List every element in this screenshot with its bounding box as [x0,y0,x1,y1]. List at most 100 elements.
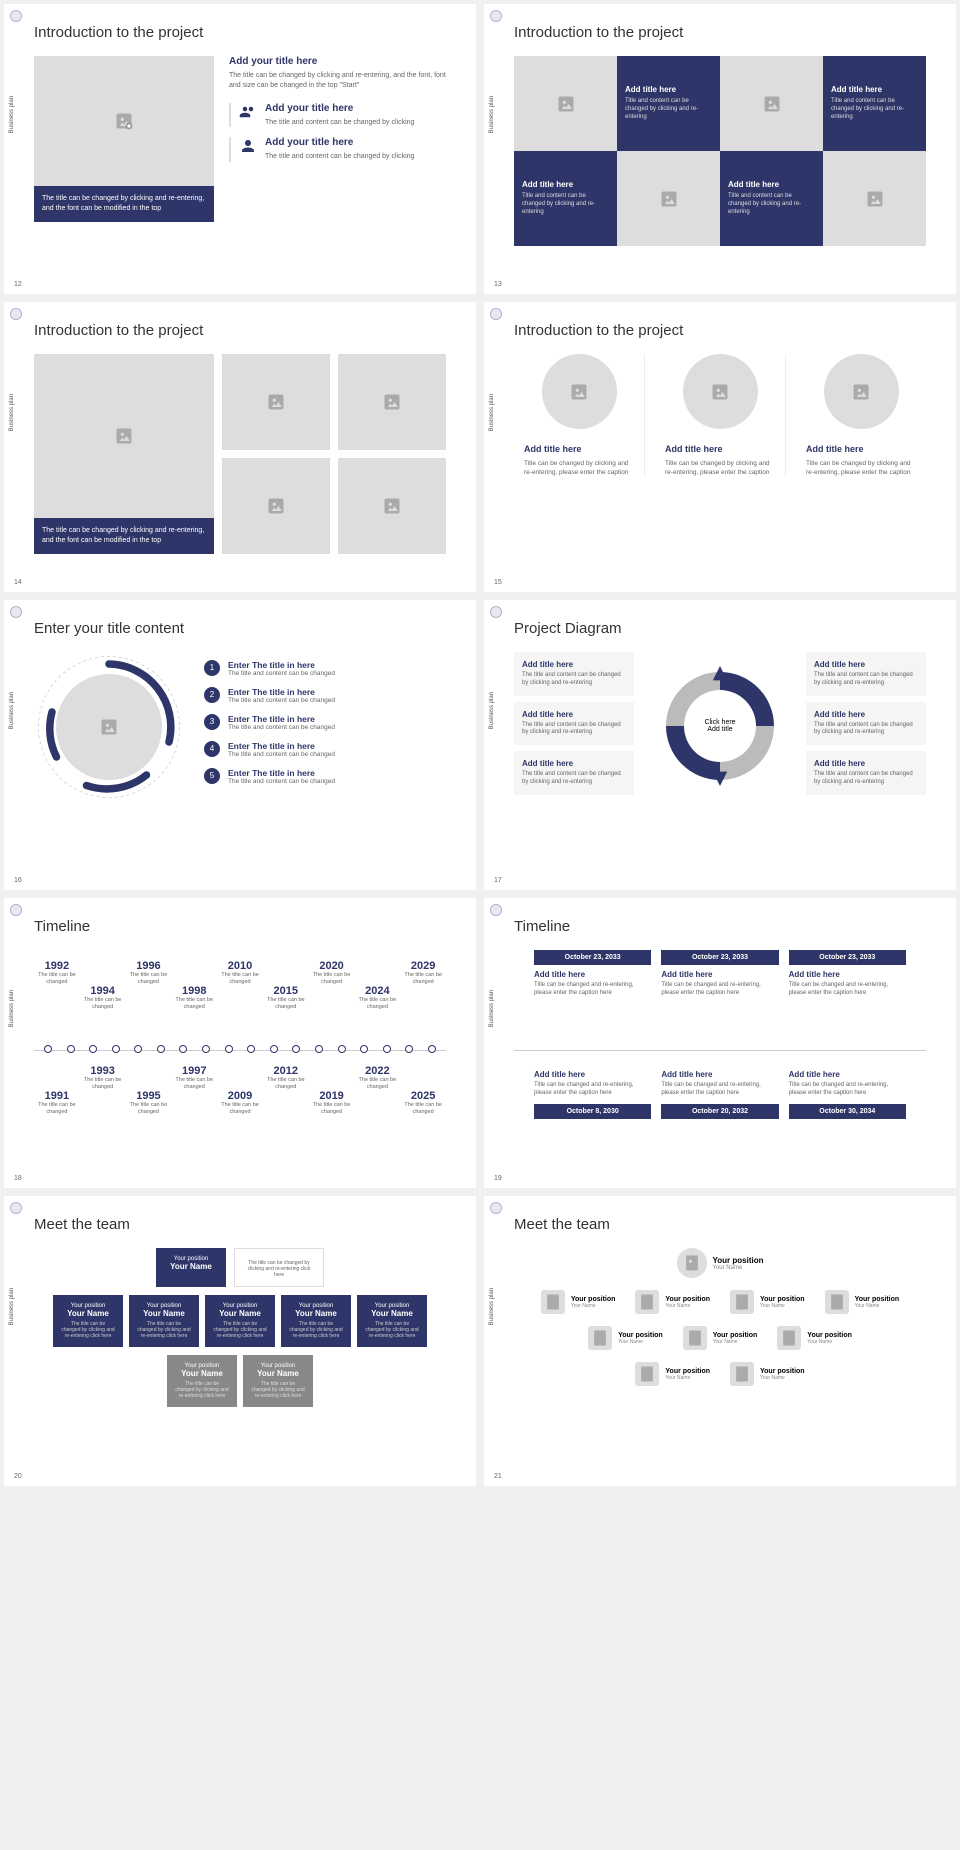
list-item: 5Enter The title in hereThe title and co… [204,768,446,785]
timeline-item: 1997The title can be changed [171,1060,217,1115]
logo-icon [10,10,22,22]
timeline-card: Add title hereTitle can be changed and r… [534,1065,651,1119]
org-node: Your positionYour Name [730,1362,805,1386]
org-node: Your positionYour Name [541,1290,616,1314]
timeline-card: October 23, 2033Add title hereTitle can … [789,950,906,998]
image-placeholder[interactable] [823,151,926,246]
text-cell: Add title hereTitle and content can be c… [720,151,823,246]
info-box: Add title hereThe title and content can … [806,702,926,746]
org-chart: Your positionYour Name The title can be … [34,1248,446,1407]
timeline-card: October 23, 2033Add title hereTitle can … [661,950,778,998]
slide-title: Introduction to the project [34,24,446,41]
info-box: Add title hereThe title and content can … [514,751,634,795]
avatar-placeholder[interactable] [730,1362,754,1386]
list-item: 3Enter The title in hereThe title and co… [204,714,446,731]
list-item: Add your title hereThe title and content… [229,103,446,128]
image-placeholder[interactable] [56,674,162,780]
image-placeholder[interactable] [338,354,446,450]
org-node: Your positionYour Name [683,1326,758,1350]
slide-13: Business plan Introduction to the projec… [484,4,956,294]
image-caption: The title can be changed by clicking and… [34,186,214,222]
avatar-placeholder[interactable] [635,1290,659,1314]
image-placeholder[interactable] [222,458,330,554]
image-placeholder[interactable] [514,56,617,151]
image-placeholder[interactable] [720,56,823,151]
org-node: Your positionYour NameThe title can be c… [357,1295,427,1347]
timeline-item: 1992The title can be changed [34,950,80,1045]
checkerboard-grid: Add title hereTitle and content can be c… [514,56,926,246]
timeline-card: Add title hereTitle can be changed and r… [661,1065,778,1119]
timeline-item: 1998The title can be changed [171,950,217,1045]
avatar-placeholder[interactable] [730,1290,754,1314]
image-placeholder[interactable] [683,354,758,429]
slide-number: 12 [14,281,22,288]
logo-icon [490,10,502,22]
timeline-item: 2025The title can be changed [400,1060,446,1115]
timeline-card: Add title hereTitle can be changed and r… [789,1065,906,1119]
timeline-item: 2010The title can be changed [217,950,263,1045]
image-placeholder[interactable] [542,354,617,429]
org-node: Your positionYour Name [635,1362,710,1386]
org-node: Your positionYour Name [777,1326,852,1350]
list-item: 2Enter The title in hereThe title and co… [204,687,446,704]
timeline: 1992The title can be changed1994The titl… [34,950,446,1150]
org-node: Your positionYour NameThe title can be c… [243,1355,313,1407]
org-node: Your positionYour NameThe title can be c… [281,1295,351,1347]
image-placeholder[interactable] [222,354,330,450]
timeline-item: 1994The title can be changed [80,950,126,1045]
circular-diagram [34,652,184,802]
org-node: Your positionYour Name [156,1248,226,1287]
slide-14: Business plan Introduction to the projec… [4,302,476,592]
donut-diagram: Click hereAdd title [660,666,780,786]
org-chart: Your positionYour Name Your positionYour… [514,1248,926,1386]
image-placeholder[interactable] [338,458,446,554]
timeline-item: 1991The title can be changed [34,1060,80,1115]
slide-20: Business plan Meet the team Your positio… [4,1196,476,1486]
avatar-placeholder[interactable] [777,1326,801,1350]
avatar-placeholder[interactable] [683,1326,707,1350]
info-box: Add title hereThe title and content can … [806,751,926,795]
slide-21: Business plan Meet the team Your positio… [484,1196,956,1486]
image-placeholder[interactable] [34,56,214,186]
column-item: Add title hereTitle can be changed by cl… [514,354,645,477]
column-item: Add title hereTitle can be changed by cl… [796,354,926,477]
timeline-item: 2020The title can be changed [309,950,355,1045]
person-icon [239,137,257,155]
people-icon [239,103,257,121]
list-item: Add your title hereThe title and content… [229,137,446,162]
org-node: Your positionYour NameThe title can be c… [167,1355,237,1407]
list-item: 4Enter The title in hereThe title and co… [204,741,446,758]
timeline-item: 2022The title can be changed [354,1060,400,1115]
org-node: Your positionYour NameThe title can be c… [205,1295,275,1347]
slide-16: Business plan Enter your title content 1… [4,600,476,890]
avatar-placeholder[interactable] [677,1248,707,1278]
list-item: 1Enter The title in hereThe title and co… [204,660,446,677]
section-text: The title can be changed by clicking and… [229,71,446,91]
avatar-placeholder[interactable] [541,1290,565,1314]
image-placeholder[interactable] [34,354,214,518]
column-item: Add title hereTitle can be changed by cl… [655,354,786,477]
image-placeholder[interactable] [824,354,899,429]
slide-17: Business plan Project Diagram Add title … [484,600,956,890]
org-node: Your positionYour Name [730,1290,805,1314]
org-node: Your positionYour Name [635,1290,710,1314]
org-node: Your positionYour Name [825,1290,900,1314]
text-cell: Add title hereTitle and content can be c… [823,56,926,151]
org-node: Your positionYour NameThe title can be c… [53,1295,123,1347]
avatar-placeholder[interactable] [588,1326,612,1350]
info-box: Add title hereThe title and content can … [514,702,634,746]
image-placeholder[interactable] [617,151,720,246]
org-node: The title can be changed by clicking and… [234,1248,324,1287]
info-box: Add title hereThe title and content can … [806,652,926,696]
slide-12: Business plan Introduction to the projec… [4,4,476,294]
info-box: Add title hereThe title and content can … [514,652,634,696]
timeline-item: 1993The title can be changed [80,1060,126,1115]
avatar-placeholder[interactable] [635,1362,659,1386]
avatar-placeholder[interactable] [825,1290,849,1314]
timeline-item: 1996The title can be changed [126,950,172,1045]
timeline-item: 2015The title can be changed [263,950,309,1045]
section-heading: Add your title here [229,56,446,67]
timeline-item: 2019The title can be changed [309,1060,355,1115]
timeline-item: 2012The title can be changed [263,1060,309,1115]
timeline-item: 2009The title can be changed [217,1060,263,1115]
